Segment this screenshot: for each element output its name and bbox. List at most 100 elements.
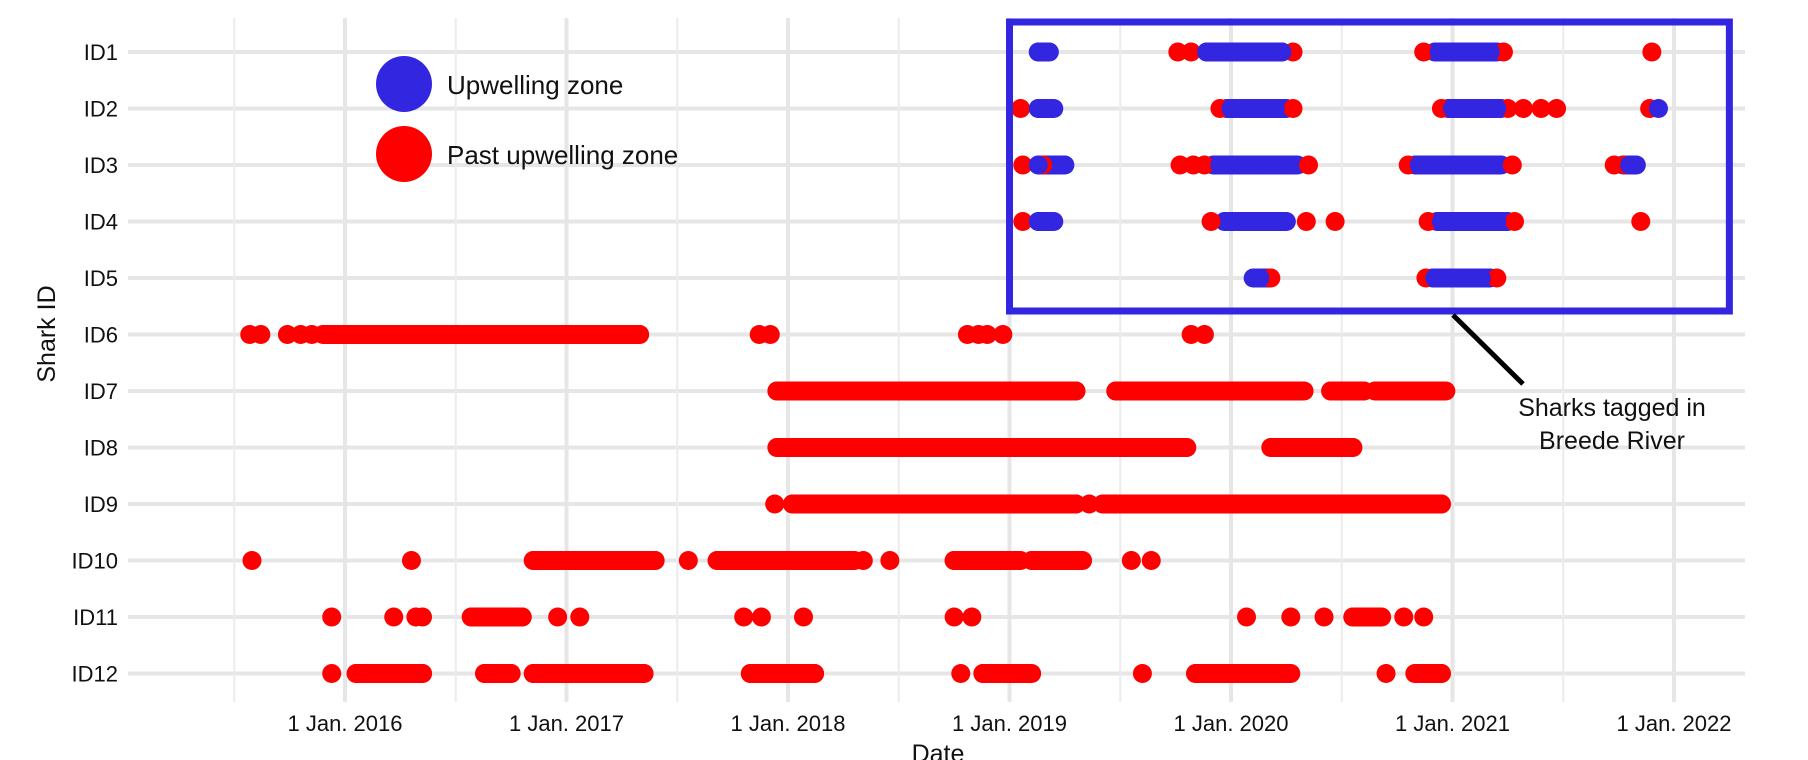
- point-past-upwelling-zone: [944, 438, 964, 457]
- point-past-upwelling-zone: [678, 551, 698, 570]
- legend: Upwelling zone Past upwelling zone: [376, 56, 678, 182]
- point-past-upwelling-zone: [1141, 551, 1161, 570]
- point-past-upwelling-zone: [379, 664, 399, 683]
- point-past-upwelling-zone: [401, 551, 421, 570]
- x-tick-label: 1 Jan. 2020: [1174, 711, 1289, 736]
- point-upwelling-zone: [1449, 268, 1469, 288]
- point-past-upwelling-zone: [1431, 494, 1451, 514]
- point-past-upwelling-zone: [1000, 381, 1019, 401]
- point-upwelling-zone: [1429, 42, 1449, 62]
- y-tick-label: ID4: [84, 210, 118, 235]
- point-past-upwelling-zone: [1261, 438, 1281, 457]
- point-past-upwelling-zone: [379, 325, 399, 344]
- point-past-upwelling-zone: [774, 664, 794, 683]
- point-past-upwelling-zone: [1398, 494, 1418, 514]
- point-past-upwelling-zone: [490, 607, 510, 627]
- point-past-upwelling-zone: [568, 551, 588, 570]
- point-past-upwelling-zone: [601, 664, 621, 683]
- y-tick-label: ID9: [84, 492, 118, 517]
- point-past-upwelling-zone: [242, 551, 262, 570]
- point-past-upwelling-zone: [900, 438, 920, 457]
- point-upwelling-zone: [1460, 212, 1480, 231]
- y-tick-label: ID12: [72, 662, 118, 687]
- point-past-upwelling-zone: [911, 494, 931, 514]
- point-past-upwelling-zone: [1099, 438, 1119, 457]
- point-past-upwelling-zone: [413, 664, 433, 683]
- point-past-upwelling-zone: [1354, 381, 1374, 401]
- annotation-text-line2: Breede River: [1539, 427, 1685, 455]
- point-upwelling-zone: [1028, 99, 1048, 118]
- x-tick-label: 1 Jan. 2019: [952, 711, 1067, 736]
- point-past-upwelling-zone: [302, 325, 322, 344]
- point-past-upwelling-zone: [1418, 212, 1438, 231]
- point-past-upwelling-zone: [944, 607, 964, 627]
- point-past-upwelling-zone: [734, 607, 754, 627]
- point-past-upwelling-zone: [1181, 325, 1201, 344]
- point-past-upwelling-zone: [475, 664, 495, 683]
- point-past-upwelling-zone: [988, 551, 1008, 570]
- point-past-upwelling-zone: [765, 494, 785, 514]
- y-tick-label: ID11: [73, 605, 118, 630]
- point-past-upwelling-zone: [384, 607, 404, 627]
- point-past-upwelling-zone: [1283, 99, 1303, 118]
- point-past-upwelling-zone: [1505, 212, 1525, 231]
- point-past-upwelling-zone: [1121, 551, 1141, 570]
- point-past-upwelling-zone: [1188, 494, 1208, 514]
- point-upwelling-zone: [1197, 42, 1217, 62]
- point-past-upwelling-zone: [767, 438, 787, 457]
- point-upwelling-zone: [1465, 99, 1485, 118]
- point-upwelling-zone: [1221, 212, 1241, 231]
- breede-river-annotation: Sharks tagged in Breede River: [1006, 18, 1733, 455]
- point-past-upwelling-zone: [1232, 494, 1252, 514]
- point-past-upwelling-zone: [1033, 381, 1053, 401]
- point-upwelling-zone: [1250, 268, 1270, 288]
- point-upwelling-zone: [1620, 155, 1640, 175]
- point-past-upwelling-zone: [1487, 268, 1507, 288]
- point-upwelling-zone: [1443, 155, 1462, 175]
- point-past-upwelling-zone: [811, 438, 831, 457]
- point-upwelling-zone: [1028, 212, 1048, 231]
- x-tick-label: 1 Jan. 2021: [1395, 711, 1510, 736]
- point-past-upwelling-zone: [1321, 381, 1341, 401]
- point-past-upwelling-zone: [1143, 494, 1163, 514]
- point-past-upwelling-zone: [570, 607, 590, 627]
- point-upwelling-zone: [1248, 212, 1268, 231]
- point-past-upwelling-zone: [1201, 212, 1221, 231]
- point-past-upwelling-zone: [1000, 664, 1019, 683]
- point-past-upwelling-zone: [1409, 381, 1429, 401]
- point-past-upwelling-zone: [331, 325, 351, 344]
- point-past-upwelling-zone: [548, 607, 568, 627]
- point-past-upwelling-zone: [1033, 438, 1053, 457]
- point-past-upwelling-zone: [277, 325, 297, 344]
- point-past-upwelling-zone: [1376, 381, 1396, 401]
- point-past-upwelling-zone: [977, 325, 997, 344]
- point-upwelling-zone: [1480, 42, 1500, 62]
- point-past-upwelling-zone: [1066, 551, 1086, 570]
- point-past-upwelling-zone: [1394, 607, 1414, 627]
- point-past-upwelling-zone: [1044, 494, 1064, 514]
- point-upwelling-zone: [1243, 155, 1263, 175]
- point-past-upwelling-zone: [853, 551, 873, 570]
- point-upwelling-zone: [1454, 42, 1474, 62]
- point-past-upwelling-zone: [778, 551, 798, 570]
- y-tick-label: ID3: [84, 153, 118, 178]
- point-past-upwelling-zone: [468, 325, 488, 344]
- x-tick-label: 1 Jan. 2022: [1617, 711, 1732, 736]
- point-past-upwelling-zone: [805, 664, 825, 683]
- point-past-upwelling-zone: [1299, 155, 1319, 175]
- point-past-upwelling-zone: [413, 607, 433, 627]
- point-past-upwelling-zone: [557, 325, 576, 344]
- point-past-upwelling-zone: [1099, 494, 1119, 514]
- point-upwelling-zone: [1471, 268, 1491, 288]
- annotation-leader-line: [1451, 313, 1525, 386]
- point-past-upwelling-zone: [512, 607, 532, 627]
- legend-swatch-past-upwelling: [376, 126, 432, 182]
- point-upwelling-zone: [1248, 42, 1268, 62]
- point-past-upwelling-zone: [955, 494, 975, 514]
- point-upwelling-zone: [1270, 212, 1290, 231]
- y-axis-title: Shark ID: [33, 285, 61, 382]
- point-upwelling-zone: [1487, 99, 1507, 118]
- point-past-upwelling-zone: [1121, 381, 1141, 401]
- point-past-upwelling-zone: [856, 381, 876, 401]
